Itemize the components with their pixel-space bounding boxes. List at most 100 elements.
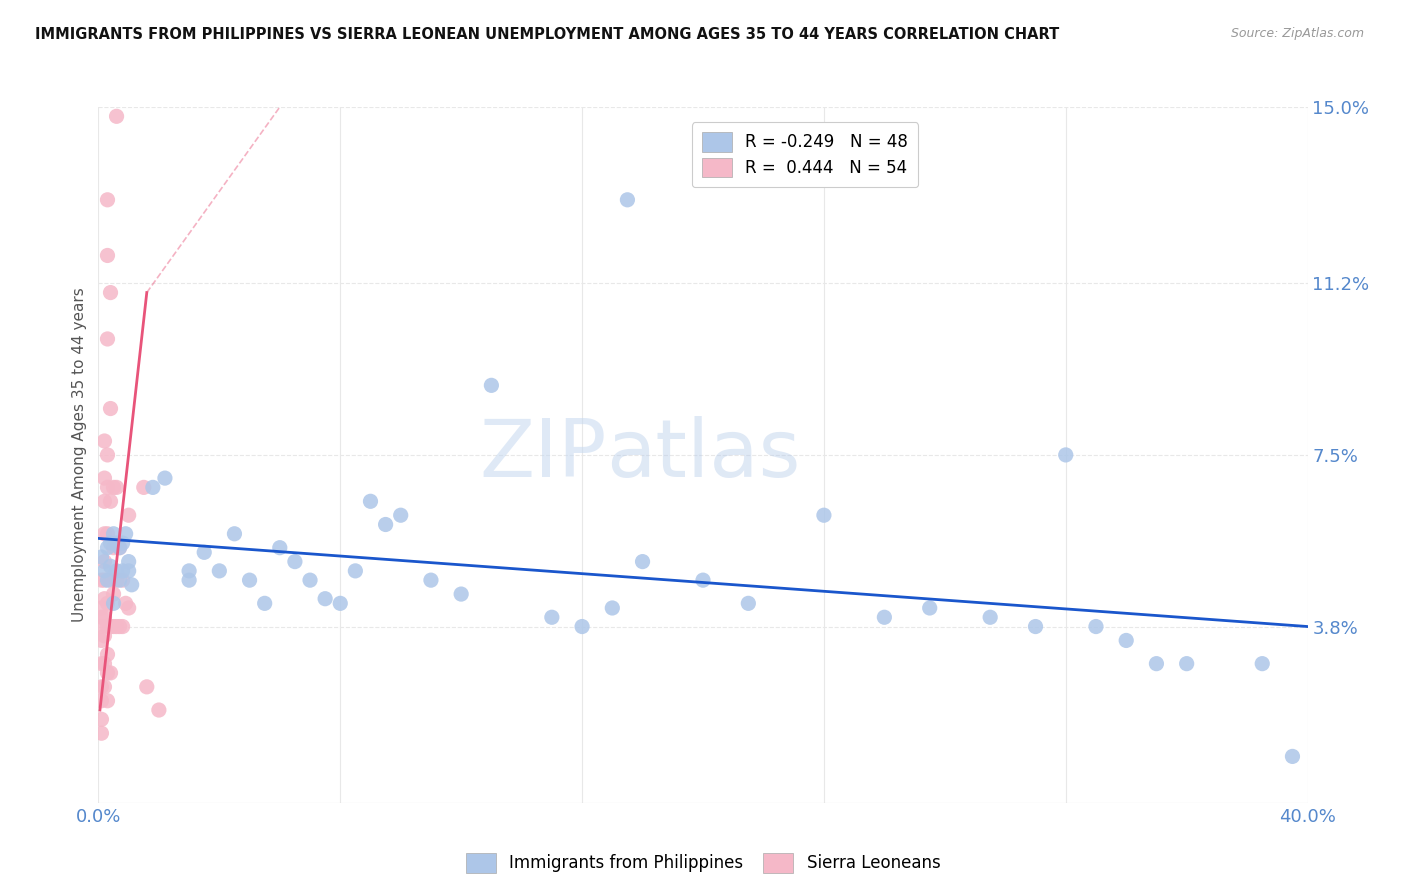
Point bbox=[100, 285, 122, 300]
Point bbox=[96, 526, 118, 541]
Text: atlas: atlas bbox=[606, 416, 800, 494]
Point bbox=[96, 694, 118, 708]
Point bbox=[93, 629, 115, 643]
Point bbox=[96, 193, 118, 207]
Point bbox=[90, 610, 112, 624]
Point bbox=[90, 573, 112, 587]
Point bbox=[93, 610, 115, 624]
Point bbox=[100, 573, 122, 587]
Point bbox=[1144, 657, 1167, 671]
Point bbox=[93, 555, 115, 569]
Point bbox=[374, 517, 396, 532]
Point bbox=[253, 596, 276, 610]
Point bbox=[118, 601, 141, 615]
Point bbox=[142, 480, 165, 494]
Point bbox=[737, 596, 759, 610]
Point bbox=[111, 619, 134, 633]
Point bbox=[1024, 619, 1046, 633]
Point bbox=[813, 508, 835, 523]
Point bbox=[103, 587, 125, 601]
Point bbox=[114, 526, 136, 541]
Point bbox=[692, 573, 714, 587]
Point bbox=[96, 665, 118, 680]
Point bbox=[93, 494, 115, 508]
Point bbox=[873, 610, 896, 624]
Point bbox=[90, 619, 112, 633]
Point bbox=[90, 712, 112, 726]
Point bbox=[96, 619, 118, 633]
Point bbox=[360, 494, 382, 508]
Point bbox=[93, 680, 115, 694]
Point bbox=[90, 694, 112, 708]
Point bbox=[389, 508, 412, 523]
Point bbox=[135, 680, 157, 694]
Point bbox=[100, 619, 122, 633]
Point bbox=[179, 573, 201, 587]
Point bbox=[224, 526, 246, 541]
Point bbox=[571, 619, 593, 633]
Point bbox=[90, 657, 112, 671]
Point bbox=[111, 564, 134, 578]
Point bbox=[96, 541, 118, 555]
Point bbox=[96, 480, 118, 494]
Point bbox=[314, 591, 336, 606]
Point bbox=[105, 480, 128, 494]
Point bbox=[93, 434, 115, 448]
Point bbox=[979, 610, 1001, 624]
Point bbox=[1251, 657, 1274, 671]
Point bbox=[114, 596, 136, 610]
Point bbox=[329, 596, 352, 610]
Point bbox=[299, 573, 322, 587]
Point bbox=[93, 657, 115, 671]
Point bbox=[90, 726, 112, 740]
Point bbox=[918, 601, 941, 615]
Point bbox=[481, 378, 503, 392]
Point bbox=[1175, 657, 1198, 671]
Point bbox=[105, 573, 128, 587]
Point bbox=[1115, 633, 1137, 648]
Legend: R = -0.249   N = 48, R =  0.444   N = 54: R = -0.249 N = 48, R = 0.444 N = 54 bbox=[692, 122, 918, 187]
Point bbox=[103, 541, 125, 555]
Point bbox=[93, 573, 115, 587]
Point bbox=[208, 564, 231, 578]
Point bbox=[105, 619, 128, 633]
Text: Source: ZipAtlas.com: Source: ZipAtlas.com bbox=[1230, 27, 1364, 40]
Point bbox=[132, 480, 155, 494]
Point bbox=[100, 559, 122, 574]
Point bbox=[616, 193, 638, 207]
Point bbox=[96, 573, 118, 587]
Point bbox=[111, 573, 134, 587]
Point bbox=[153, 471, 176, 485]
Point bbox=[103, 596, 125, 610]
Point bbox=[90, 680, 112, 694]
Point bbox=[284, 555, 307, 569]
Point bbox=[450, 587, 472, 601]
Point bbox=[90, 549, 112, 564]
Point bbox=[96, 332, 118, 346]
Point bbox=[100, 536, 122, 550]
Point bbox=[111, 536, 134, 550]
Text: ZIP: ZIP bbox=[479, 416, 606, 494]
Y-axis label: Unemployment Among Ages 35 to 44 years: Unemployment Among Ages 35 to 44 years bbox=[72, 287, 87, 623]
Point bbox=[105, 536, 128, 550]
Point bbox=[239, 573, 262, 587]
Text: IMMIGRANTS FROM PHILIPPINES VS SIERRA LEONEAN UNEMPLOYMENT AMONG AGES 35 TO 44 Y: IMMIGRANTS FROM PHILIPPINES VS SIERRA LE… bbox=[35, 27, 1059, 42]
Point bbox=[1054, 448, 1077, 462]
Point bbox=[93, 471, 115, 485]
Point bbox=[96, 596, 118, 610]
Point bbox=[90, 633, 112, 648]
Point bbox=[108, 573, 131, 587]
Point bbox=[108, 619, 131, 633]
Point bbox=[602, 601, 624, 615]
Point bbox=[269, 541, 291, 555]
Point bbox=[118, 555, 141, 569]
Point bbox=[96, 248, 118, 262]
Point bbox=[93, 526, 115, 541]
Point bbox=[105, 109, 128, 123]
Point bbox=[93, 564, 115, 578]
Point bbox=[103, 619, 125, 633]
Point bbox=[100, 665, 122, 680]
Point bbox=[100, 401, 122, 416]
Point bbox=[121, 578, 143, 592]
Legend: Immigrants from Philippines, Sierra Leoneans: Immigrants from Philippines, Sierra Leon… bbox=[460, 847, 946, 880]
